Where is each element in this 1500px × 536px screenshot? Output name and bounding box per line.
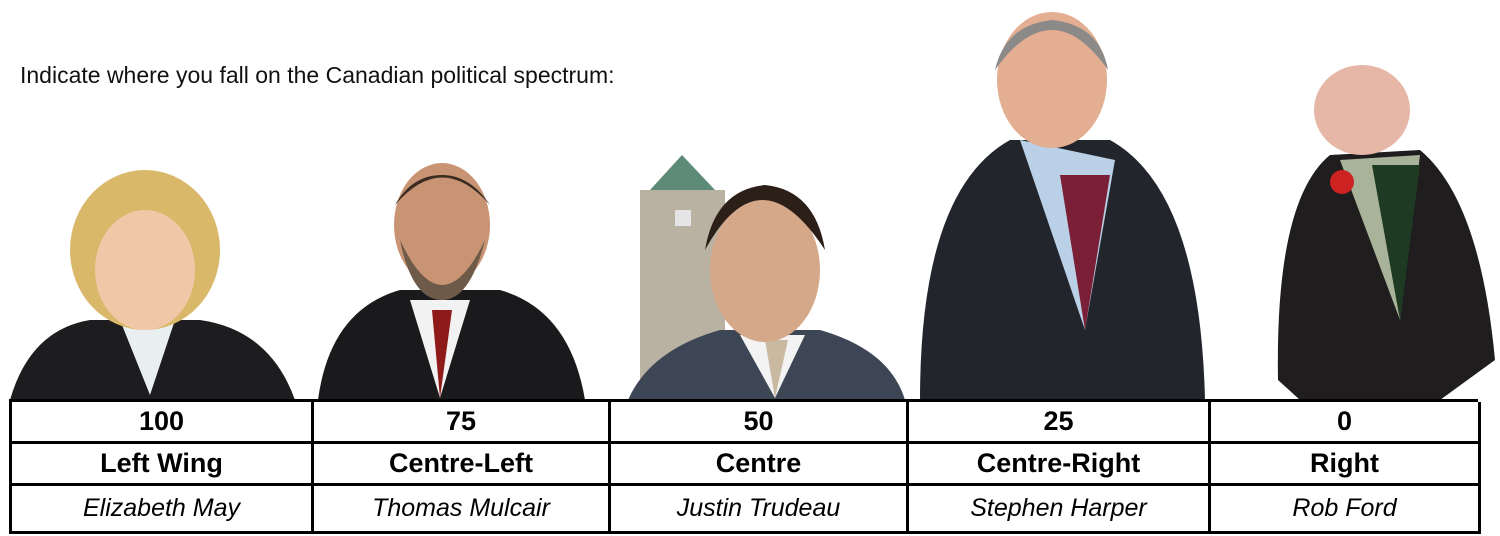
page: Indicate where you fall on the Canadian …: [0, 0, 1500, 536]
name-cell: Thomas Mulcair: [314, 486, 611, 534]
photo: [1278, 65, 1495, 400]
score-cell: 25: [909, 402, 1211, 444]
label-cell: Left Wing: [12, 444, 314, 486]
photo: [10, 170, 295, 400]
photo: [318, 163, 585, 400]
score-cell: 50: [611, 402, 909, 444]
label-cell: Right: [1211, 444, 1481, 486]
score-cell: 100: [12, 402, 314, 444]
score-cell: 0: [1211, 402, 1481, 444]
photos: [0, 0, 1500, 400]
label-cell: Centre: [611, 444, 909, 486]
name-cell: Justin Trudeau: [611, 486, 909, 534]
label-cell: Centre-Left: [314, 444, 611, 486]
photo: [920, 12, 1205, 400]
label-cell: Centre-Right: [909, 444, 1211, 486]
score-cell: 75: [314, 402, 611, 444]
photo: [628, 155, 905, 400]
name-cell: Elizabeth May: [12, 486, 314, 534]
name-cell: Stephen Harper: [909, 486, 1211, 534]
name-cell: Rob Ford: [1211, 486, 1481, 534]
